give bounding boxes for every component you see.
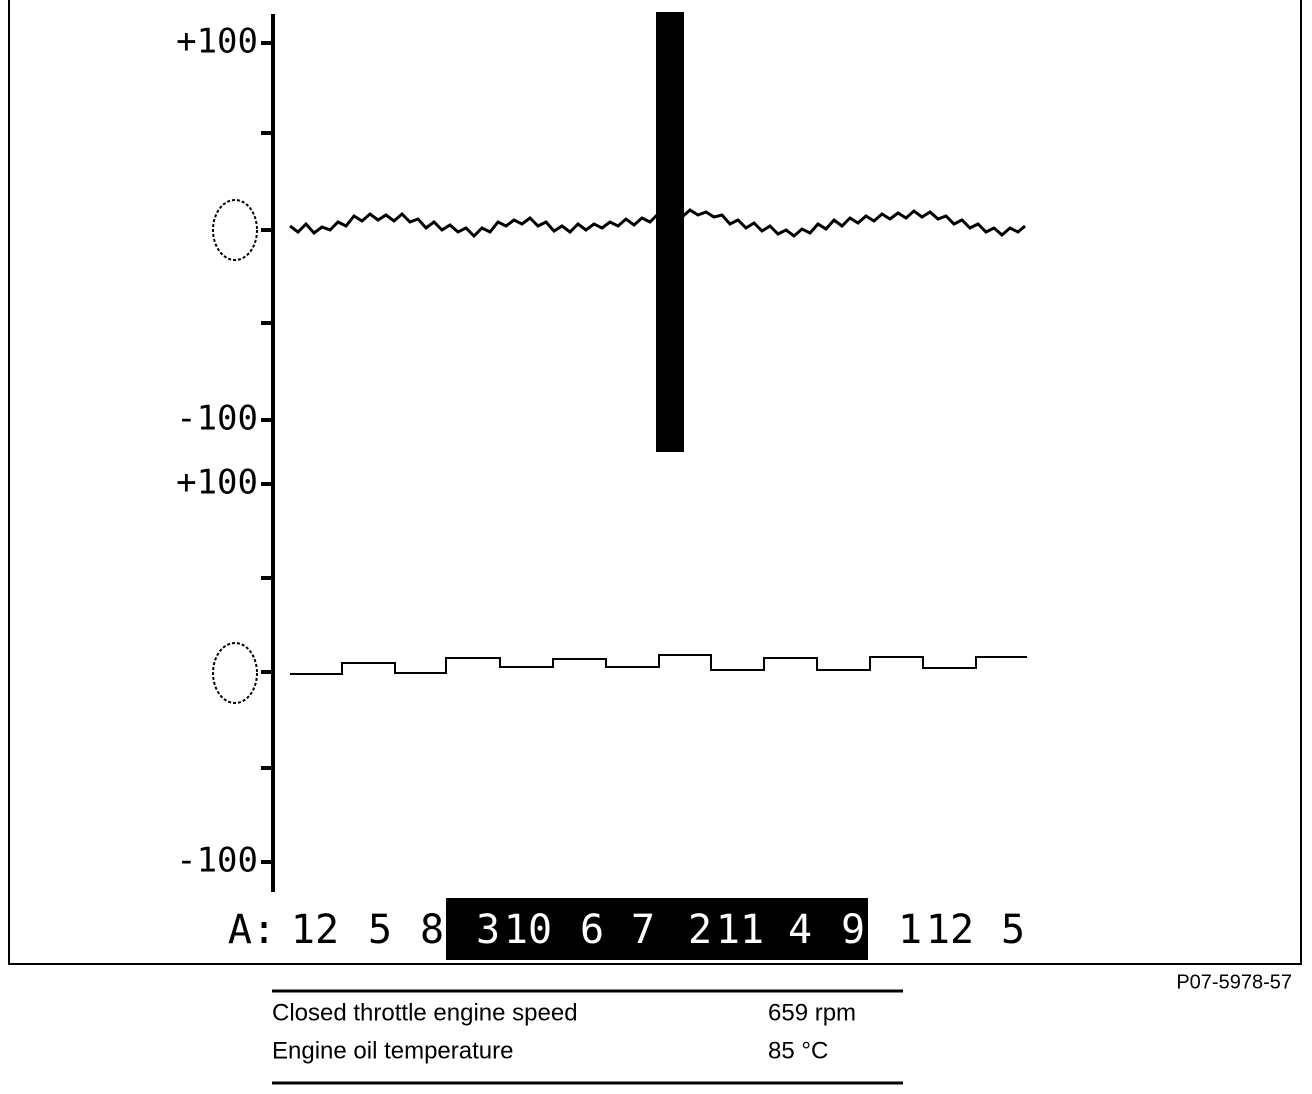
axis-ticks [261,41,273,864]
axis-label: -100 [176,399,258,439]
cylinder-number: 12 [926,907,974,953]
cylinder-number: 11 [716,907,764,953]
rotation-icon [212,199,258,704]
cylinder-number: 5 [1001,907,1025,953]
table-cell: Closed throttle engine speed [272,999,578,1026]
cylinder-number: 9 [841,907,865,953]
cylinder-number: 4 [788,907,812,953]
cylinder-number: 3 [476,907,500,953]
sequence-prefix: A: [228,907,276,953]
waveform-bottom [290,654,1027,675]
cylinder-number: 7 [631,907,655,953]
cylinder-number: 2 [688,907,712,953]
table-cell: 659 rpm [768,999,856,1026]
cylinder-number: 1 [898,907,922,953]
cylinder-number: 6 [580,907,604,953]
axis-label: +100 [176,463,258,503]
cursor-bar [656,12,684,452]
axis-label: +100 [176,22,258,62]
axis-label: -100 [176,841,258,881]
cylinder-number: 8 [420,907,444,953]
cylinder-number: 5 [368,907,392,953]
sequence-highlight [446,898,868,960]
figure-code: P07-5978-57 [1176,971,1292,993]
screen-frame [8,0,1302,965]
table-cell: Engine oil temperature [272,1037,513,1064]
table-cell: 85 °C [768,1037,828,1064]
waveform-top [289,208,1026,239]
cylinder-number: 10 [504,907,552,953]
cylinder-number: 12 [291,907,339,953]
